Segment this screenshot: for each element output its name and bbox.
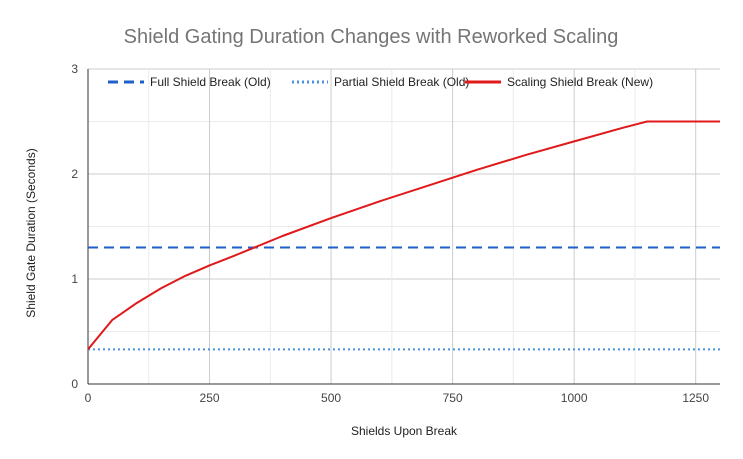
y-tick-label: 1 (71, 272, 78, 286)
y-tick-label: 0 (71, 377, 78, 391)
legend-label: Partial Shield Break (Old) (334, 75, 469, 89)
x-axis-title: Shields Upon Break (351, 424, 458, 438)
gridlines (87, 68, 720, 385)
x-tick-label: 500 (321, 391, 341, 405)
tick-labels: 0 250 500 750 1000 1250 0 1 2 3 (71, 62, 709, 405)
x-tick-label: 1250 (682, 391, 709, 405)
y-tick-label: 2 (71, 167, 78, 181)
axes (87, 69, 720, 385)
y-tick-label: 3 (71, 62, 78, 76)
legend-label: Full Shield Break (Old) (150, 75, 271, 89)
series-lines (87, 120, 720, 351)
x-tick-label: 250 (200, 391, 220, 405)
x-tick-label: 750 (443, 391, 463, 405)
chart-title: Shield Gating Duration Changes with Rewo… (124, 26, 619, 48)
series-line-3 (87, 120, 720, 351)
y-axis-title: Shield Gate Duration (Seconds) (24, 148, 38, 317)
x-tick-label: 1000 (561, 391, 588, 405)
legend: Full Shield Break (Old) Partial Shield Br… (108, 75, 653, 89)
x-tick-label: 0 (85, 391, 92, 405)
legend-label: Scaling Shield Break (New) (507, 75, 653, 89)
